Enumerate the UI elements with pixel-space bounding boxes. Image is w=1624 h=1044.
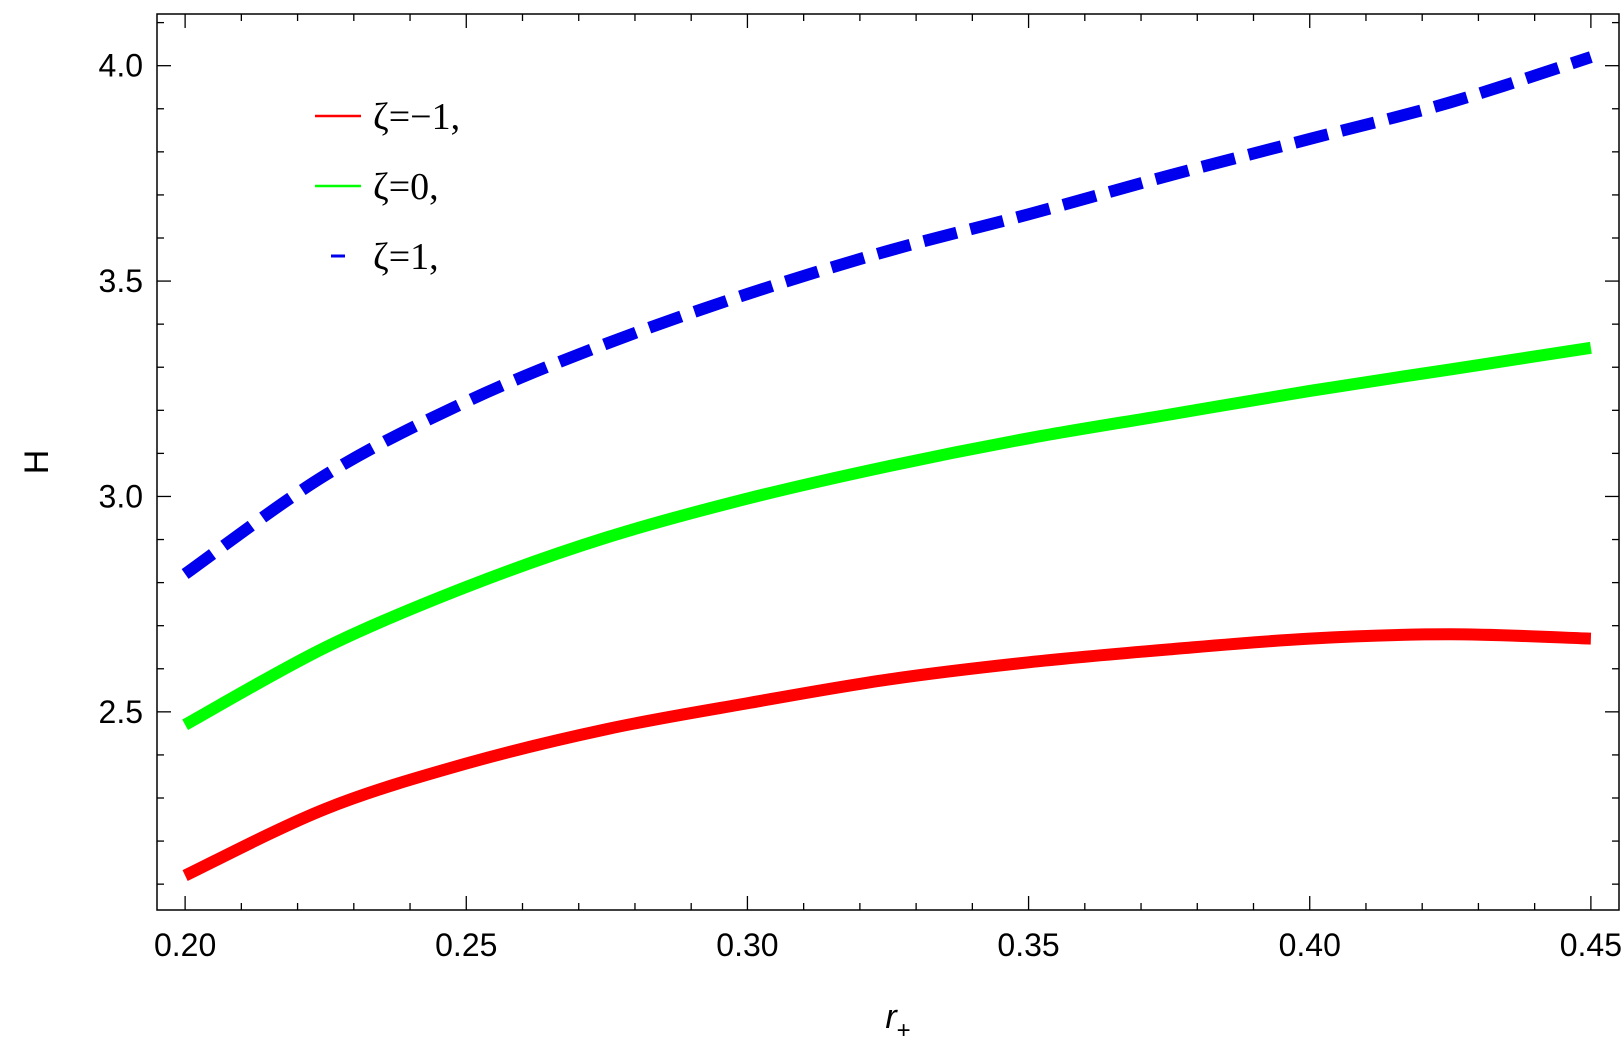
y-tick-label: 3.5: [99, 263, 143, 299]
series-line-1: [182, 341, 1592, 731]
series-line-2: [181, 51, 1593, 579]
series-lines: [181, 51, 1593, 881]
series-line-0: [182, 628, 1592, 881]
y-tick-label: 4.0: [99, 48, 143, 84]
tick-labels: 0.20 0.25 0.30 0.35 0.40 0.45 2.5 3.0 3.5 4.0: [99, 48, 1623, 963]
x-axis-label-main: r: [885, 998, 898, 1036]
x-axis-label: r+: [885, 998, 910, 1044]
y-tick-label: 3.0: [99, 478, 143, 514]
legend-label-2: ζ=1,: [373, 236, 439, 278]
x-tick-label: 0.45: [1560, 927, 1622, 963]
x-tick-label: 0.35: [997, 927, 1059, 963]
y-tick-label: 2.5: [99, 694, 143, 730]
legend-label-0: ζ=−1,: [373, 96, 460, 138]
x-tick-label: 0.20: [154, 927, 216, 963]
legend: ζ=−1, ζ=0, ζ=1,: [315, 96, 460, 278]
x-axis-label-subscript: +: [897, 1017, 911, 1044]
x-tick-label: 0.30: [716, 927, 778, 963]
x-tick-label: 0.25: [435, 927, 497, 963]
plot-frame: [156, 13, 1620, 911]
legend-label-1: ζ=0,: [373, 166, 439, 208]
axis-ticks: [157, 14, 1619, 910]
y-axis-label: H: [18, 450, 56, 475]
x-tick-label: 0.40: [1279, 927, 1341, 963]
